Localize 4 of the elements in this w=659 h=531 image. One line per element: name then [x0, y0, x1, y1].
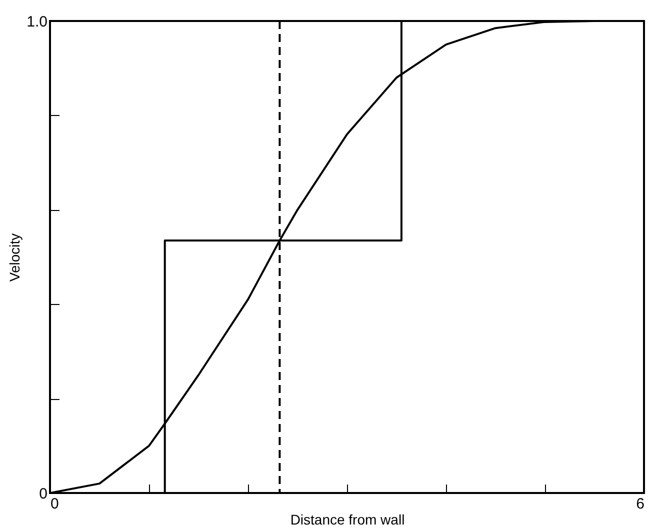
- x-axis-title: Distance from wall: [290, 512, 405, 528]
- y-axis-title: Velocity: [6, 233, 23, 282]
- y-tick-label: 1.0: [26, 14, 48, 30]
- x-tick-label: 6: [636, 496, 644, 512]
